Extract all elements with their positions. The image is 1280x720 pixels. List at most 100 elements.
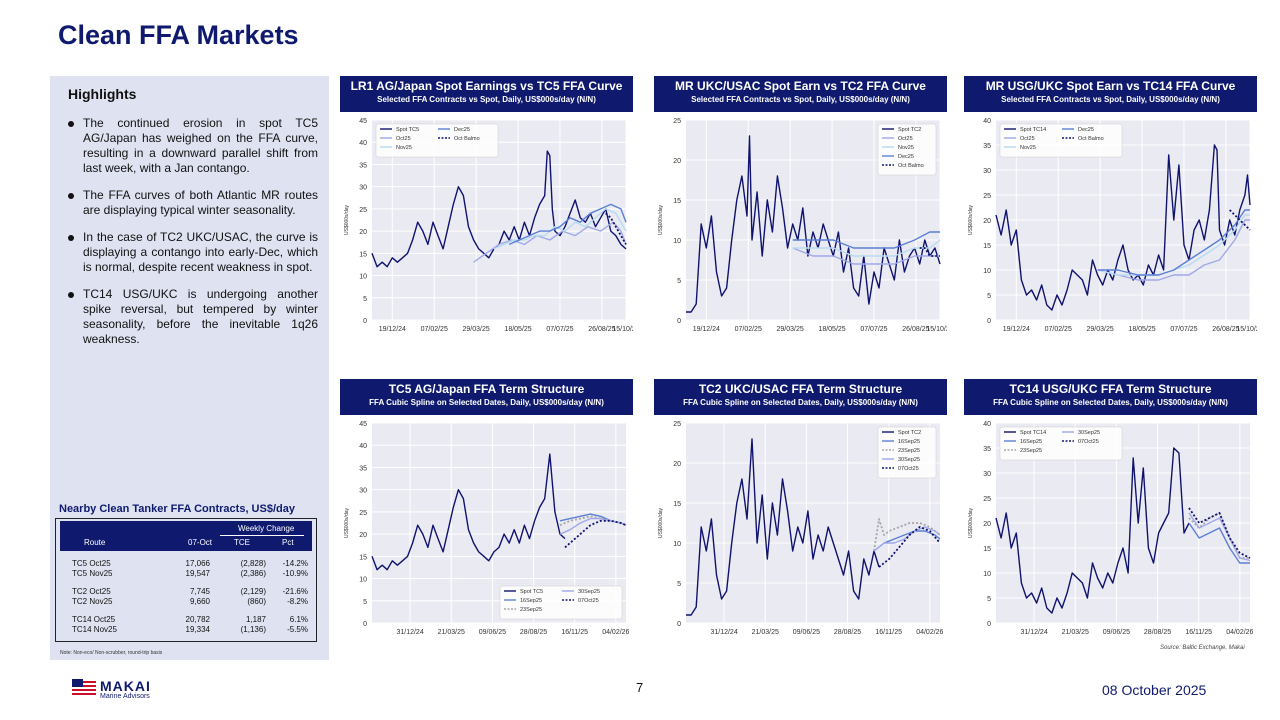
chart-title: TC5 AG/Japan FFA Term Structure xyxy=(388,382,585,396)
x-tick-label: 31/12/24 xyxy=(396,629,423,636)
y-tick-label: 15 xyxy=(983,243,991,250)
chart-title: TC2 UKC/USAC FFA Term Structure xyxy=(698,382,903,396)
chart-title: MR USG/UKC Spot Earn vs TC14 FFA Curve xyxy=(985,79,1236,93)
table-row: TC2 Nov25 9,660 (860) -8.2% xyxy=(60,597,312,607)
chart-header: TC14 USG/UKC FFA Term Structure FFA Cubi… xyxy=(964,379,1257,415)
series-line xyxy=(564,519,627,549)
legend-label: 07Oct25 xyxy=(1078,439,1099,445)
y-tick-label: 25 xyxy=(983,496,991,503)
highlights-heading: Highlights xyxy=(68,86,137,102)
table-row: TC2 Oct25 7,745 (2,129) -21.6% xyxy=(60,587,312,597)
y-tick-label: 20 xyxy=(983,521,991,528)
chart-panel-tc5-term: TC5 AG/Japan FFA Term Structure FFA Cubi… xyxy=(340,379,633,649)
cell-route: TC5 Oct25 xyxy=(72,559,111,568)
cell-route: TC2 Oct25 xyxy=(72,587,111,596)
logo-subtitle: Marine Advisors xyxy=(100,693,150,700)
y-tick-label: 0 xyxy=(987,621,991,628)
y-tick-label: 40 xyxy=(359,140,367,147)
cell-pct: -5.5% xyxy=(287,625,308,634)
y-tick-label: 25 xyxy=(673,118,681,125)
y-tick-label: 35 xyxy=(359,162,367,169)
series-line xyxy=(1188,512,1251,562)
flag-icon xyxy=(72,679,96,695)
legend-label: Nov25 xyxy=(396,145,412,151)
cell-pct: -10.9% xyxy=(282,569,308,578)
y-tick-label: 25 xyxy=(359,510,367,517)
highlight-bullet: In the case of TC2 UKC/USAC, the curve i… xyxy=(68,230,318,275)
column-header-date: 07-Oct xyxy=(188,538,213,547)
y-tick-label: 20 xyxy=(673,461,681,468)
series-line xyxy=(792,231,940,249)
x-tick-label: 18/05/25 xyxy=(1128,326,1155,333)
x-tick-label: 21/03/25 xyxy=(752,629,779,636)
x-tick-label: 04/02/26 xyxy=(1226,629,1253,636)
cell-pct: -8.2% xyxy=(287,597,308,606)
cell-tce: 1,187 xyxy=(245,615,266,624)
series-line xyxy=(873,518,941,552)
table-row: TC5 Oct25 17,066 (2,828) -14.2% xyxy=(60,559,312,569)
ffa-contracts-table: Nearby Clean Tanker FFA Contracts, US$/d… xyxy=(55,503,320,642)
x-tick-label: 07/07/25 xyxy=(860,326,887,333)
y-tick-label: 5 xyxy=(677,278,681,285)
chart-subtitle: FFA Cubic Spline on Selected Dates, Dail… xyxy=(369,398,604,407)
legend-label: Dec25 xyxy=(898,154,914,160)
y-tick-label: 0 xyxy=(677,621,681,628)
y-tick-label: 5 xyxy=(677,581,681,588)
cell-pct: 6.1% xyxy=(289,615,308,624)
y-tick-label: 0 xyxy=(677,318,681,325)
series-line xyxy=(1097,209,1250,276)
legend-box xyxy=(877,123,937,176)
cell-tce: (2,828) xyxy=(240,559,266,568)
chart-subtitle: Selected FFA Contracts vs Spot, Daily, U… xyxy=(1001,95,1220,104)
chart-panel-tc2-term: TC2 UKC/USAC FFA Term Structure FFA Cubi… xyxy=(654,379,947,649)
column-header-route: Route xyxy=(84,538,106,547)
y-axis-label: US$000s/day xyxy=(658,507,664,538)
x-tick-label: 29/03/25 xyxy=(777,326,804,333)
chart-tc2-spot: 0 5 10 15 20 25 19/12/24 07/02/25 29/03/25 18/05/… xyxy=(658,118,947,333)
legend-box xyxy=(999,123,1123,158)
table-row: TC14 Oct25 20,782 1,187 6.1% xyxy=(60,615,312,625)
series-line xyxy=(508,203,627,246)
legend-label: Dec25 xyxy=(1078,127,1094,133)
legend-label: 16Sep25 xyxy=(898,439,920,445)
chart-subtitle: FFA Cubic Spline on Selected Dates, Dail… xyxy=(993,398,1228,407)
y-tick-label: 5 xyxy=(363,296,367,303)
highlight-bullet: The continued erosion in spot TC5 AG/Jap… xyxy=(68,116,318,176)
chart-tc2-term: 0 5 10 15 20 25 31/12/24 21/03/25 09/06/25 28/08/… xyxy=(658,421,944,636)
table-row: TC14 Nov25 19,334 (1,136) -5.5% xyxy=(60,625,312,635)
legend-label: 30Sep25 xyxy=(578,589,600,595)
y-tick-label: 0 xyxy=(987,318,991,325)
legend-label: Spot TC5 xyxy=(396,127,419,133)
series-line xyxy=(1188,522,1250,564)
table-note: Note: Non-eco/ Non-scrubber, round-trip … xyxy=(60,650,163,656)
x-tick-label: 09/06/25 xyxy=(479,629,506,636)
y-tick-label: 10 xyxy=(983,571,991,578)
cell-tce: (2,386) xyxy=(240,569,266,578)
cell-value: 19,547 xyxy=(185,569,210,578)
weekly-change-header: Weekly Change xyxy=(238,524,295,533)
legend-label: Spot TC2 xyxy=(898,127,921,133)
x-tick-label: 28/08/25 xyxy=(520,629,547,636)
y-tick-label: 10 xyxy=(673,238,681,245)
x-tick-label: 28/08/25 xyxy=(1144,629,1171,636)
y-axis-label: US$000s/day xyxy=(968,204,974,235)
y-tick-label: 15 xyxy=(359,554,367,561)
y-tick-label: 20 xyxy=(983,218,991,225)
series-line xyxy=(371,150,627,268)
legend-label: Oct Balmo xyxy=(1078,136,1104,142)
cell-value: 20,782 xyxy=(185,615,210,624)
series-line xyxy=(1097,219,1250,281)
y-tick-label: 10 xyxy=(359,577,367,584)
y-tick-label: 45 xyxy=(359,118,367,125)
y-axis-label: US$000s/day xyxy=(344,507,350,538)
y-tick-label: 30 xyxy=(983,168,991,175)
series-line xyxy=(995,447,1190,614)
legend-label: Spot TC5 xyxy=(520,589,543,595)
legend-label: 07Oct25 xyxy=(898,466,919,472)
header-divider xyxy=(220,535,304,536)
column-header-pct: Pct xyxy=(282,538,294,547)
highlights-list: The continued erosion in spot TC5 AG/Jap… xyxy=(68,116,318,359)
chart-panel-tc14-spot: MR USG/UKC Spot Earn vs TC14 FFA Curve S… xyxy=(964,76,1257,346)
series-line xyxy=(1229,209,1251,231)
y-tick-label: 45 xyxy=(359,421,367,428)
